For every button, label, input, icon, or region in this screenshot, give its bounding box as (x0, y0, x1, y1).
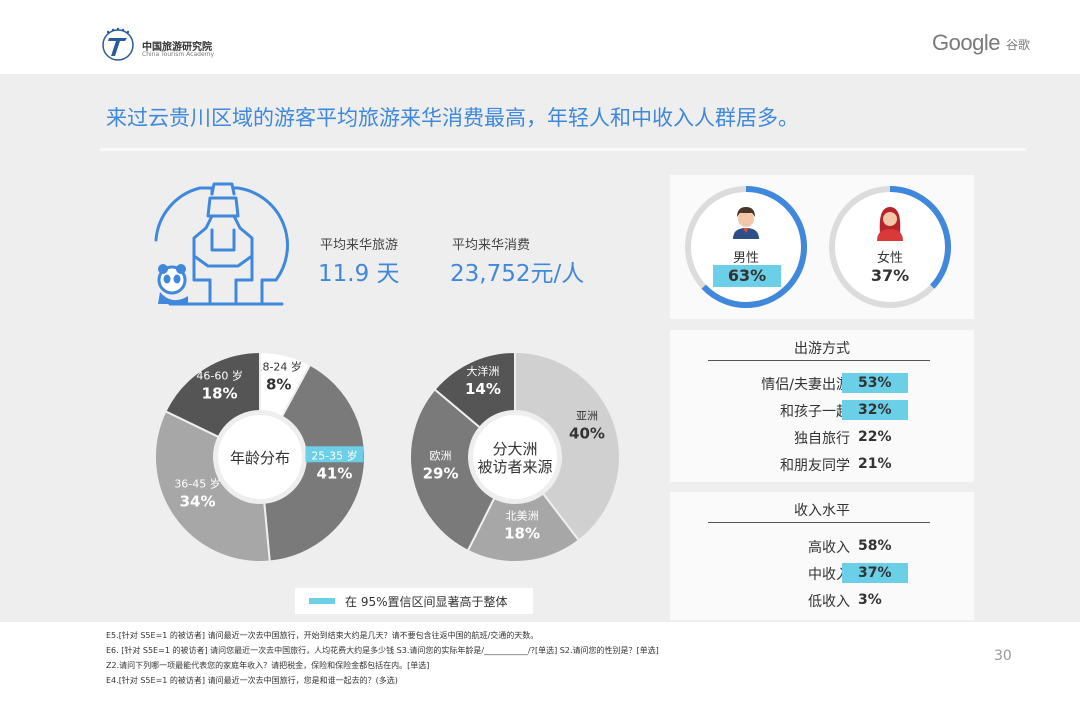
female-gauge (829, 186, 951, 308)
income-row-label: 高收入 (808, 540, 850, 556)
travel-mode-panel: 出游方式 情侣/夫妻出游 53% 和孩子一起 32% 独自旅行 22% 和朋友同学 21% (670, 330, 974, 482)
travel-mode-title: 出游方式 (794, 341, 850, 357)
footnote-line: E4.[针对 S5E=1 的被访者] 请问最近一次去中国旅行，您是和谁一起去的？… (106, 676, 398, 685)
donut-slice (514, 350, 621, 542)
org-name-en: China Tourism Academy (142, 51, 215, 58)
slice-label: 大洋洲 (466, 364, 499, 378)
travel-mode-divider (708, 360, 930, 361)
income-divider (708, 522, 930, 523)
male-label: 男性 (732, 251, 759, 266)
donut-slice (164, 350, 261, 439)
slice-value: 29% (423, 464, 459, 482)
avg-days-value: 11.9 天 (318, 261, 400, 287)
chart-title: 分大洲 (492, 440, 537, 458)
slice-label: 36-45 岁 (174, 476, 220, 490)
travel-mode-row-value: 22% (858, 429, 892, 445)
female-share-arc (889, 186, 951, 289)
chart-legend: 在 95%置信区间显著高于整体 (295, 588, 533, 614)
travel-mode-row-value: 21% (858, 456, 892, 472)
slice-value: 18% (504, 525, 540, 543)
travel-mode-row-label: 情侣/夫妻出游 (761, 377, 850, 393)
highlight-badge (305, 446, 364, 463)
footnotes: E5.[针对 S5E=1 的被访者] 请问最近一次去中国旅行，开始到结束大约是几… (106, 628, 659, 688)
travel-mode-row-label: 独自旅行 (794, 431, 850, 447)
footnote-line: Z2.请问下列哪一项最能代表您的家庭年收入？请把税金，保险和保险金都包括在内。[… (106, 661, 430, 670)
donut-center (218, 415, 302, 499)
chart-title: 年龄分布 (230, 449, 290, 467)
donut-slice (409, 387, 496, 553)
cta-logo-icon (102, 27, 134, 61)
slice-value: 40% (569, 425, 605, 443)
legend-swatch (309, 598, 335, 604)
travel-mode-row-value: 53% (842, 373, 908, 393)
male-percent: 63% (713, 265, 781, 287)
income-panel: 收入水平 高收入 58% 中收入 37% 低收入 3% (670, 492, 974, 620)
male-share-arc (701, 186, 807, 308)
slice-label: 25-35 岁 (311, 448, 357, 462)
travel-mode-row-value: 32% (842, 400, 908, 420)
income-row-value: 58% (858, 538, 892, 554)
slice-value: 8% (266, 375, 291, 393)
google-logo-cn: 谷歌 (1006, 38, 1031, 52)
female-label: 女性 (876, 251, 903, 266)
slice-value: 18% (202, 385, 238, 403)
avg-spend-value: 23,752元/人 (450, 261, 585, 287)
page-header: 中国旅游研究院 China Tourism Academy Google 谷歌 (0, 0, 1080, 74)
female-percent: 37% (870, 266, 910, 285)
gender-panel: 男性 63% 女性 37% (670, 175, 974, 319)
income-row-label: 低收入 (808, 594, 850, 610)
buddha-panda-icon (154, 182, 289, 306)
legend-text: 在 95%置信区间显著高于整体 (345, 595, 508, 609)
travel-mode-row-label: 和孩子一起 (780, 404, 850, 420)
slice-label: 18-24 岁 (255, 359, 301, 373)
donut-center (473, 415, 557, 499)
slice-label: 46-60 岁 (196, 369, 242, 383)
income-row-value: 37% (842, 563, 908, 583)
income-row-label: 中收入 (808, 567, 850, 583)
donut-slice (433, 350, 516, 429)
income-row-value: 3% (858, 592, 882, 608)
slice-label: 北美洲 (506, 510, 539, 523)
slice-value: 14% (465, 380, 501, 398)
slice-value: 34% (180, 492, 216, 510)
slice-label: 亚洲 (576, 410, 598, 423)
age-distribution-chart: 18-24 岁 8% 25-35 岁 41% 36-45 岁 34% 46-60 岁 18% 年… (154, 350, 366, 563)
travel-mode-row-label: 和朋友同学 (780, 458, 850, 474)
org-name-cn: 中国旅游研究院 (142, 42, 212, 53)
title-divider (100, 148, 1026, 151)
footnote-line: E5.[针对 S5E=1 的被访者] 请问最近一次去中国旅行，开始到结束大约是几… (106, 631, 539, 640)
page-number: 30 (994, 648, 1012, 664)
male-person-icon (733, 207, 759, 239)
donut-slice (154, 409, 271, 563)
google-logo: Google (932, 30, 1000, 55)
slice-label: 欧洲 (430, 449, 452, 462)
footnote-line: E6. [针对 S5E=1 的被访者] 请问您最近一次去中国旅行，人均花费大约是… (106, 646, 659, 655)
female-person-icon (877, 207, 903, 241)
avg-spend-label: 平均来华消费 (452, 238, 531, 253)
slice-value: 41% (316, 464, 352, 482)
avg-days-label: 平均来华旅游 (320, 238, 399, 253)
chart-title: 被访者来源 (477, 458, 552, 476)
page-title: 来过云贵川区域的游客平均旅游来华消费最高，年轻人和中收入人群居多。 (106, 106, 799, 130)
income-title: 收入水平 (794, 503, 850, 519)
